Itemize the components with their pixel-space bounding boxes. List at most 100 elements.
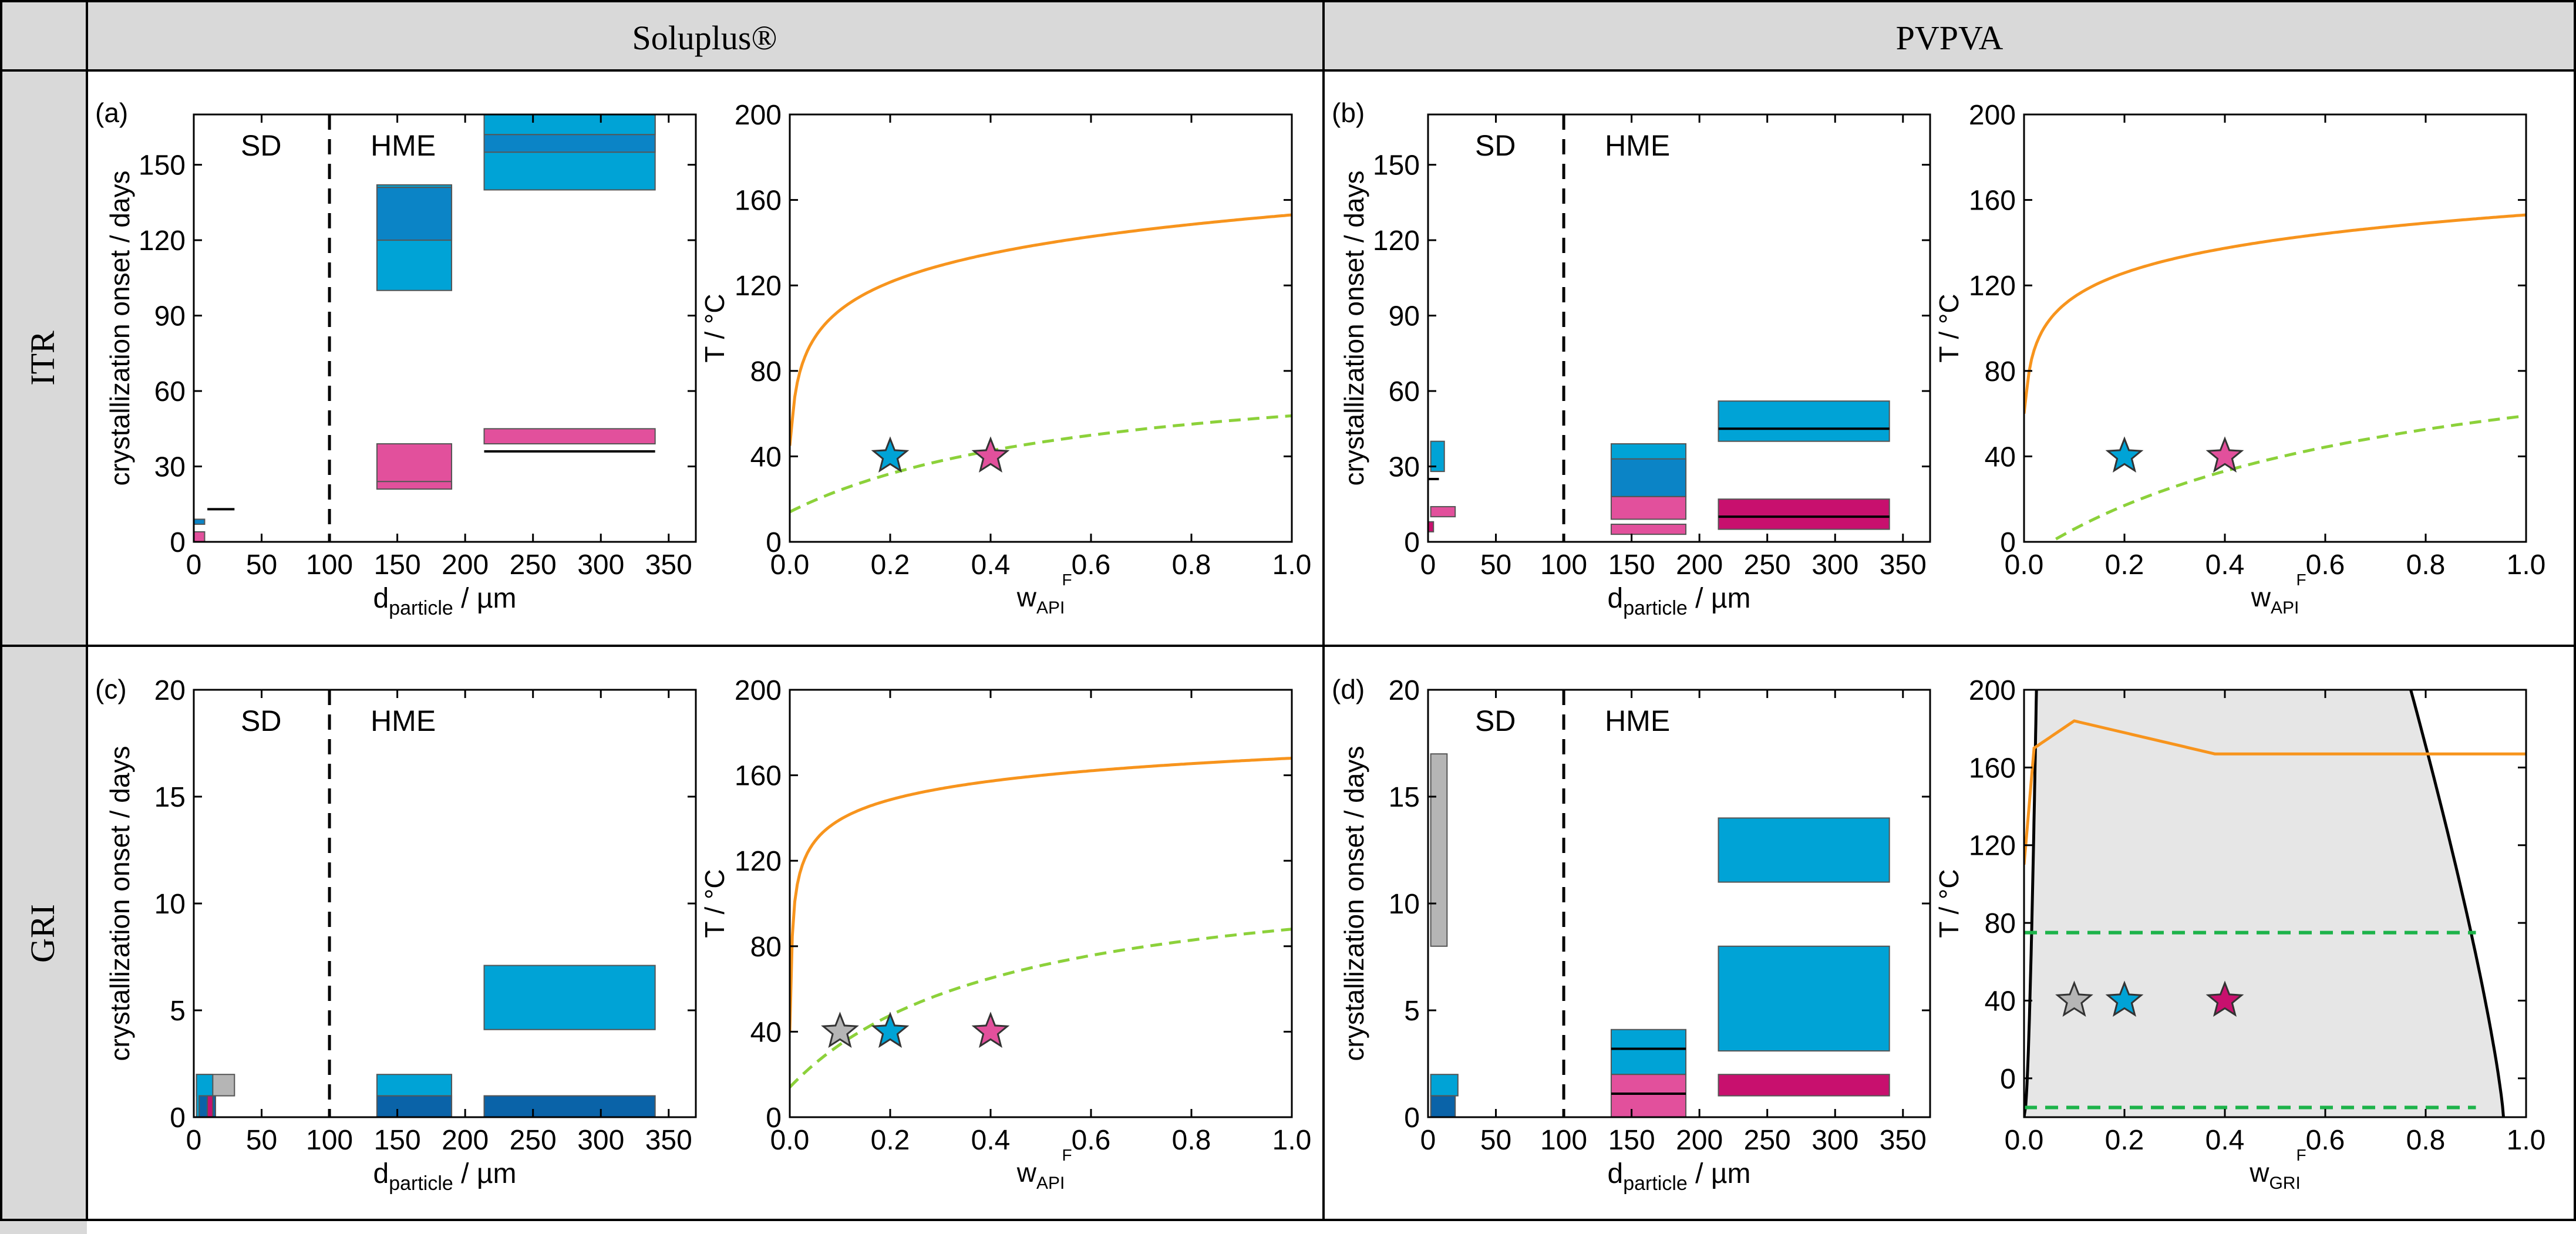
x-tick-label: 50 bbox=[1480, 549, 1511, 581]
y-tick-label: 200 bbox=[735, 675, 782, 706]
data-rect bbox=[1718, 817, 1890, 883]
x-axis-label: wGRI bbox=[2249, 1157, 2301, 1193]
formulation-star bbox=[971, 1012, 1010, 1048]
data-rect bbox=[1610, 1029, 1687, 1075]
x-tick-label: 350 bbox=[1880, 549, 1927, 581]
data-rect bbox=[194, 518, 206, 525]
x-axis-label: wAPI bbox=[1016, 1157, 1065, 1193]
x-tick-label: 0.0 bbox=[2005, 549, 2044, 581]
axes-frame bbox=[789, 689, 1293, 1118]
row-header-gri: GRI bbox=[23, 904, 62, 963]
solubility-curve bbox=[2024, 719, 2526, 865]
phase-curves bbox=[790, 757, 1292, 1088]
x-tick-label: 200 bbox=[442, 1125, 489, 1156]
y-tick-label: 200 bbox=[1969, 100, 2016, 131]
y-tick-label: 0 bbox=[2000, 1064, 2016, 1095]
formulation-star bbox=[971, 436, 1010, 473]
bar-rects bbox=[196, 965, 656, 1117]
data-rect bbox=[1430, 440, 1445, 473]
formulation-star bbox=[2205, 980, 2244, 1017]
x-axis-label-sup: F bbox=[2296, 1146, 2306, 1164]
miscibility-gap-region bbox=[2024, 690, 2504, 1117]
x-axis-label: dparticle / µm bbox=[373, 583, 517, 619]
formulation-star bbox=[2205, 436, 2244, 473]
x-tick-label: 0.4 bbox=[971, 549, 1011, 581]
y-axis-label: crystallization onset / days bbox=[105, 171, 135, 486]
x-axis-label-sup: F bbox=[1062, 571, 1072, 589]
y-tick-label: 60 bbox=[154, 376, 186, 407]
y-tick-label: 120 bbox=[1969, 271, 2016, 302]
x-tick-label: 0.2 bbox=[871, 549, 910, 581]
y-tick-label: 40 bbox=[1985, 986, 2016, 1017]
x-tick-label: 250 bbox=[510, 549, 557, 581]
bar-panel-b: (b) SD HME 0 50 100 150 200 250 300 350 0 30 60 90 120 1… bbox=[1332, 97, 1931, 619]
x-tick-label: 0.8 bbox=[1172, 549, 1211, 581]
x-tick-label: 0.8 bbox=[2406, 549, 2446, 581]
y-axis-label: T / °C bbox=[699, 294, 730, 362]
y-tick-label: 80 bbox=[750, 356, 782, 387]
x-tick-label: 0.8 bbox=[1172, 1125, 1211, 1156]
x-tick-label: 300 bbox=[577, 549, 624, 581]
data-rect bbox=[1610, 1074, 1687, 1117]
y-tick-label: 90 bbox=[154, 301, 186, 332]
x-tick-label: 0.6 bbox=[1072, 1125, 1111, 1156]
y-tick-label: 30 bbox=[1389, 452, 1420, 483]
phase-curves bbox=[790, 213, 1292, 514]
y-tick-label: 15 bbox=[1389, 782, 1420, 813]
x-tick-label: 0 bbox=[186, 549, 202, 581]
x-tick-label: 200 bbox=[1676, 549, 1723, 581]
y-tick-label: 0 bbox=[2000, 527, 2016, 558]
y-tick-label: 80 bbox=[1985, 908, 2016, 939]
data-rect bbox=[1610, 524, 1687, 535]
data-rect bbox=[1430, 753, 1448, 947]
panel-label: (b) bbox=[1332, 97, 1365, 128]
y-tick-label: 10 bbox=[1389, 889, 1420, 920]
y-tick-label: 10 bbox=[154, 889, 186, 920]
x-tick-label: 1.0 bbox=[1272, 1125, 1312, 1156]
x-tick-label: 0.4 bbox=[2205, 1125, 2245, 1156]
x-axis-label: wAPI bbox=[2251, 582, 2299, 618]
formulation-star bbox=[2055, 980, 2093, 1017]
axes-frame bbox=[193, 113, 697, 543]
phase-panel-d: 0.0 0.2 0.4 0.6 0.8 1.0040801201602000wGRIFT … bbox=[1934, 675, 2545, 1193]
hme-label: HME bbox=[371, 704, 436, 737]
data-rect bbox=[1430, 1074, 1459, 1097]
x-tick-label: 0.2 bbox=[871, 1125, 910, 1156]
x-tick-label: 0 bbox=[186, 1125, 202, 1156]
x-tick-label: 50 bbox=[1480, 1125, 1511, 1156]
data-rect bbox=[207, 1095, 214, 1117]
bar-panel-d: (d) SD HME 0 50 100 150 200 250 300 350 0 5 10 15 20 dpa… bbox=[1332, 674, 1931, 1195]
x-tick-label: 350 bbox=[645, 549, 692, 581]
x-tick-label: 150 bbox=[1608, 1125, 1655, 1156]
x-tick-label: 0.4 bbox=[2205, 549, 2245, 581]
formulation-star bbox=[2105, 436, 2144, 473]
solubility-curve bbox=[790, 757, 1292, 1032]
data-rect bbox=[1718, 498, 1890, 530]
data-rect bbox=[1610, 495, 1687, 520]
y-tick-label: 120 bbox=[1373, 225, 1420, 257]
y-tick-label: 200 bbox=[1969, 675, 2016, 706]
x-tick-label: 0.8 bbox=[2406, 1125, 2446, 1156]
x-tick-label: 0.6 bbox=[1072, 549, 1111, 581]
x-axis-label-sup: F bbox=[2296, 571, 2306, 589]
x-tick-label: 150 bbox=[374, 549, 421, 581]
x-tick-label: 300 bbox=[1811, 1125, 1858, 1156]
data-rect bbox=[483, 965, 656, 1030]
data-rect bbox=[376, 187, 453, 241]
x-tick-label: 50 bbox=[246, 1125, 277, 1156]
x-axis-label: dparticle / µm bbox=[373, 1158, 517, 1195]
y-axis-label: T / °C bbox=[1934, 869, 1964, 938]
x-tick-label: 100 bbox=[306, 549, 353, 581]
x-tick-label: 0.0 bbox=[2005, 1125, 2044, 1156]
y-axis-label: crystallization onset / days bbox=[1339, 746, 1369, 1061]
formulation-star bbox=[871, 1012, 910, 1048]
panel-label: (a) bbox=[95, 97, 128, 128]
y-tick-label: 0 bbox=[1404, 527, 1420, 558]
x-tick-label: 250 bbox=[1744, 1125, 1791, 1156]
y-tick-label: 5 bbox=[170, 996, 186, 1027]
y-tick-label: 0 bbox=[766, 1102, 782, 1134]
sd-label: SD bbox=[241, 129, 281, 162]
y-tick-label: 90 bbox=[1389, 301, 1420, 332]
y-tick-label: 40 bbox=[1985, 441, 2016, 473]
